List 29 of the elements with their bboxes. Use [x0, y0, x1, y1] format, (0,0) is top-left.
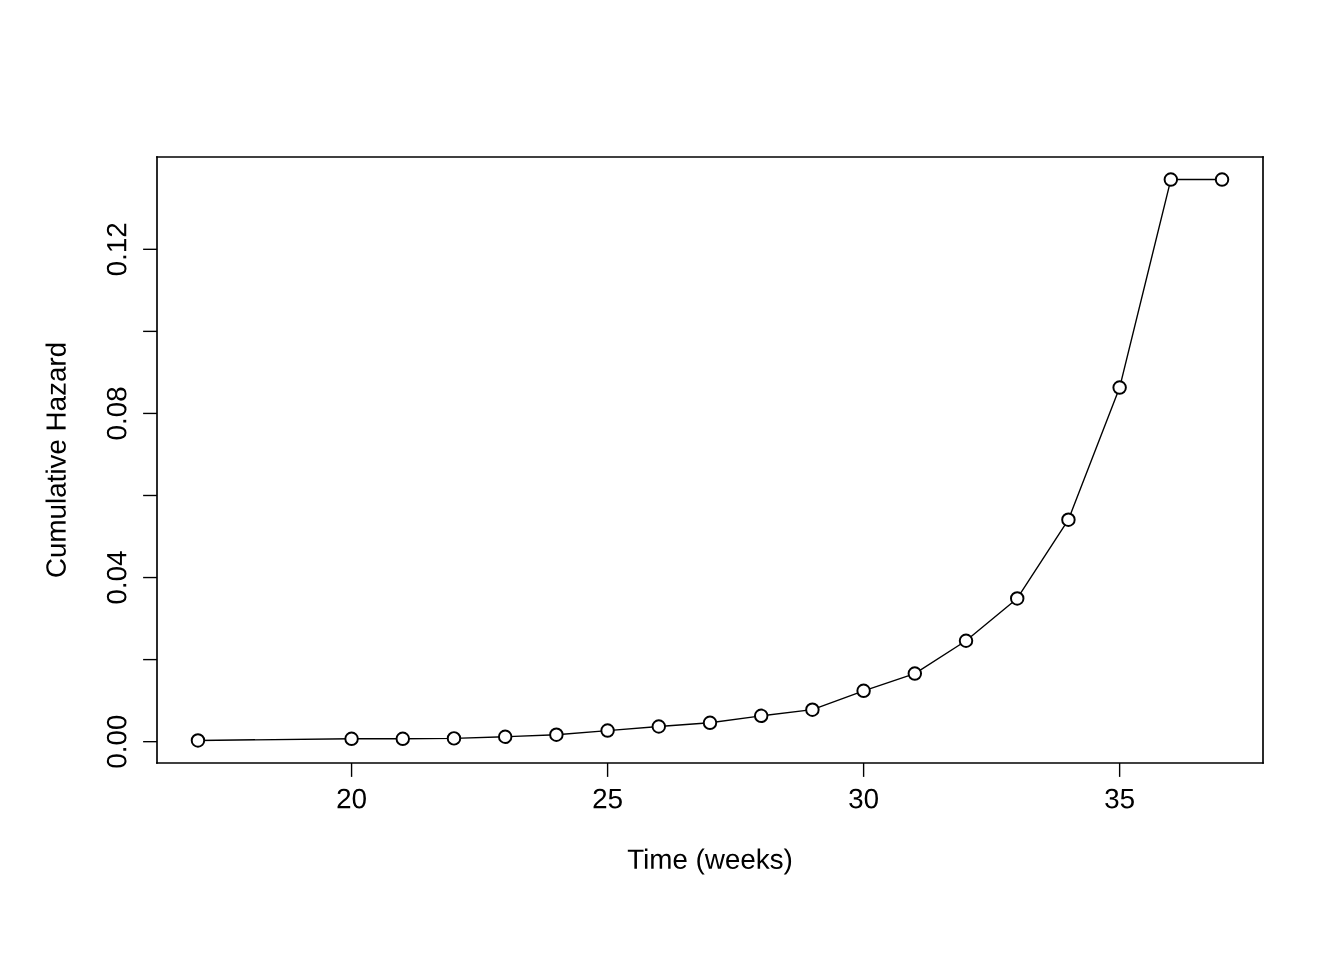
point — [958, 633, 974, 648]
point — [395, 731, 410, 747]
point — [702, 715, 718, 731]
x-tick-label: 35 — [1105, 788, 1134, 809]
y-tick-label: 0.04 — [106, 551, 127, 604]
point — [497, 729, 513, 744]
y-tick-label: 0.08 — [106, 387, 127, 440]
y-tick-label: 0.00 — [106, 715, 127, 768]
point — [549, 727, 564, 742]
point — [1061, 512, 1076, 527]
point — [446, 731, 462, 746]
x-tick-label: 30 — [849, 788, 878, 809]
point — [651, 719, 667, 734]
point — [600, 723, 615, 738]
point — [753, 708, 769, 724]
y-tick-label: 0.12 — [106, 223, 127, 276]
x-tick-label: 20 — [337, 788, 366, 809]
point — [1112, 380, 1127, 395]
point — [856, 683, 871, 699]
point — [1010, 591, 1025, 606]
point — [344, 731, 359, 747]
point — [907, 666, 923, 681]
point — [805, 702, 820, 717]
point — [1163, 172, 1179, 187]
x-tick-label: 25 — [593, 788, 622, 809]
point — [190, 733, 206, 748]
x-axis-title: Time (weeks) — [627, 848, 792, 875]
y-axis-title: Cumulative Hazard — [45, 343, 66, 577]
point — [1214, 172, 1230, 187]
